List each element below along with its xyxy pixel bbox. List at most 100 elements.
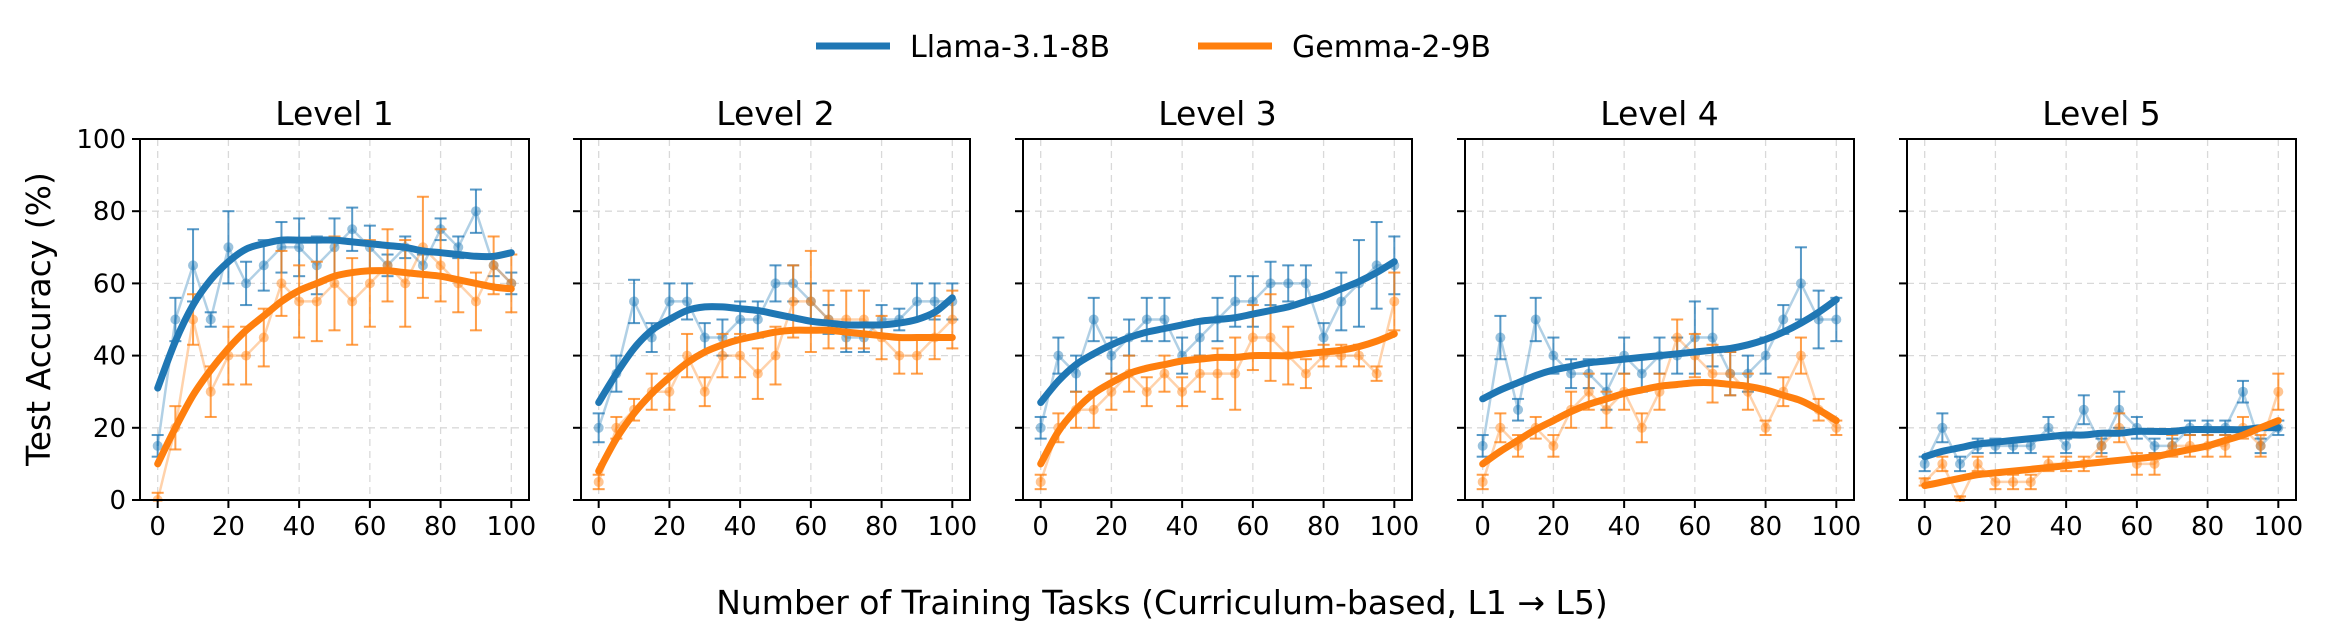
data-point-gemma [1548,440,1559,451]
panel-data-layer [1918,372,2285,502]
y-tick-label: 0 [109,486,126,516]
data-point-llama [1795,278,1806,289]
x-tick-label: 40 [1608,512,1641,542]
data-point-llama [1247,296,1258,307]
x-tick-label: 0 [1474,512,1491,542]
data-point-gemma [1672,332,1683,343]
data-point-gemma [1636,422,1647,433]
x-tick-label: 80 [2191,512,2224,542]
data-point-gemma [593,476,604,487]
data-point-llama [1530,314,1541,325]
fit-line-llama [595,294,956,406]
data-point-gemma [276,278,287,289]
data-point-llama [1760,350,1771,361]
x-tick-label: 20 [653,512,686,542]
x-tick-label: 0 [149,512,166,542]
x-tick-label: 0 [590,512,607,542]
data-point-gemma [1353,350,1364,361]
panel-title: Level 1 [275,94,394,133]
panel-title: Level 2 [716,94,835,133]
data-point-gemma [294,296,305,307]
data-point-llama [1513,404,1524,415]
data-point-llama [1035,422,1046,433]
y-tick-label: 80 [93,197,126,227]
data-point-llama [258,260,269,271]
data-point-gemma [1495,422,1506,433]
data-point-gemma [911,350,922,361]
x-tick-label: 80 [1307,512,1340,542]
data-point-gemma [947,314,958,325]
data-point-gemma [1088,404,1099,415]
data-point-gemma [1795,350,1806,361]
x-tick-label: 100 [1369,512,1419,542]
x-tick-label: 60 [1236,512,1269,542]
panel-level-4: 0 20 40 60 80 100 Level 4 [1457,94,1861,542]
data-point-gemma [1937,458,1948,469]
data-point-gemma [1177,386,1188,397]
data-point-gemma [1389,296,1400,307]
x-tick-label: 100 [2253,512,2303,542]
panel-level-3: 0 20 40 60 80 100 Level 3 [1015,94,1419,542]
data-point-llama [2078,404,2089,415]
y-tick-label: 40 [93,342,126,372]
x-tick-label: 20 [1979,512,2012,542]
data-point-llama [1937,422,1948,433]
data-point-llama [1548,350,1559,361]
data-point-llama [699,332,710,343]
data-point-gemma [329,278,340,289]
x-tick-label: 100 [927,512,977,542]
y-tick-label: 20 [93,414,126,444]
data-point-llama [1318,332,1329,343]
data-point-gemma [311,296,322,307]
data-point-gemma [1707,368,1718,379]
panel-data-layer [592,249,959,491]
data-point-llama [1071,368,1082,379]
data-point-llama [1707,332,1718,343]
x-tick-label: 60 [794,512,827,542]
data-point-llama [1053,350,1064,361]
data-point-llama [2237,386,2248,397]
panel-frame [139,138,530,501]
panel-title: Level 3 [1158,94,1277,133]
data-point-gemma [770,350,781,361]
data-point-llama [752,314,763,325]
fit-line-gemma [595,326,956,475]
data-point-llama [770,278,781,289]
data-point-llama [1106,350,1117,361]
data-point-llama [347,224,358,235]
x-tick-label: 60 [1678,512,1711,542]
x-tick-label: 80 [865,512,898,542]
data-point-gemma [1106,386,1117,397]
x-tick-label: 100 [486,512,536,542]
data-point-gemma [488,260,499,271]
fit-line-llama [1921,424,2282,461]
data-point-gemma [1990,476,2001,487]
data-point-gemma [2025,476,2036,487]
data-point-gemma [1300,368,1311,379]
data-point-llama [453,242,464,253]
data-point-gemma [788,296,799,307]
x-tick-label: 40 [724,512,757,542]
data-point-gemma [2149,458,2160,469]
legend-label-gemma: Gemma-2-9B [1292,30,1491,65]
data-point-llama [1495,332,1506,343]
panel-frame [1464,138,1855,501]
data-point-gemma [470,296,481,307]
data-point-llama [1088,314,1099,325]
data-point-gemma [1141,386,1152,397]
data-point-llama [1265,278,1276,289]
panel-title: Level 4 [1600,94,1719,133]
data-point-llama [170,314,181,325]
panel-data-layer [1476,246,1843,491]
data-point-gemma [1831,422,1842,433]
panel-frame [580,138,971,501]
data-point-llama [2061,440,2072,451]
data-point-gemma [805,296,816,307]
data-point-llama [276,242,287,253]
data-point-gemma [2008,476,2019,487]
x-tick-label: 80 [1749,512,1782,542]
data-point-gemma [1760,422,1771,433]
panel-data-layer [1034,221,1401,491]
data-point-llama [188,260,199,271]
panel-frame [1906,138,2297,501]
